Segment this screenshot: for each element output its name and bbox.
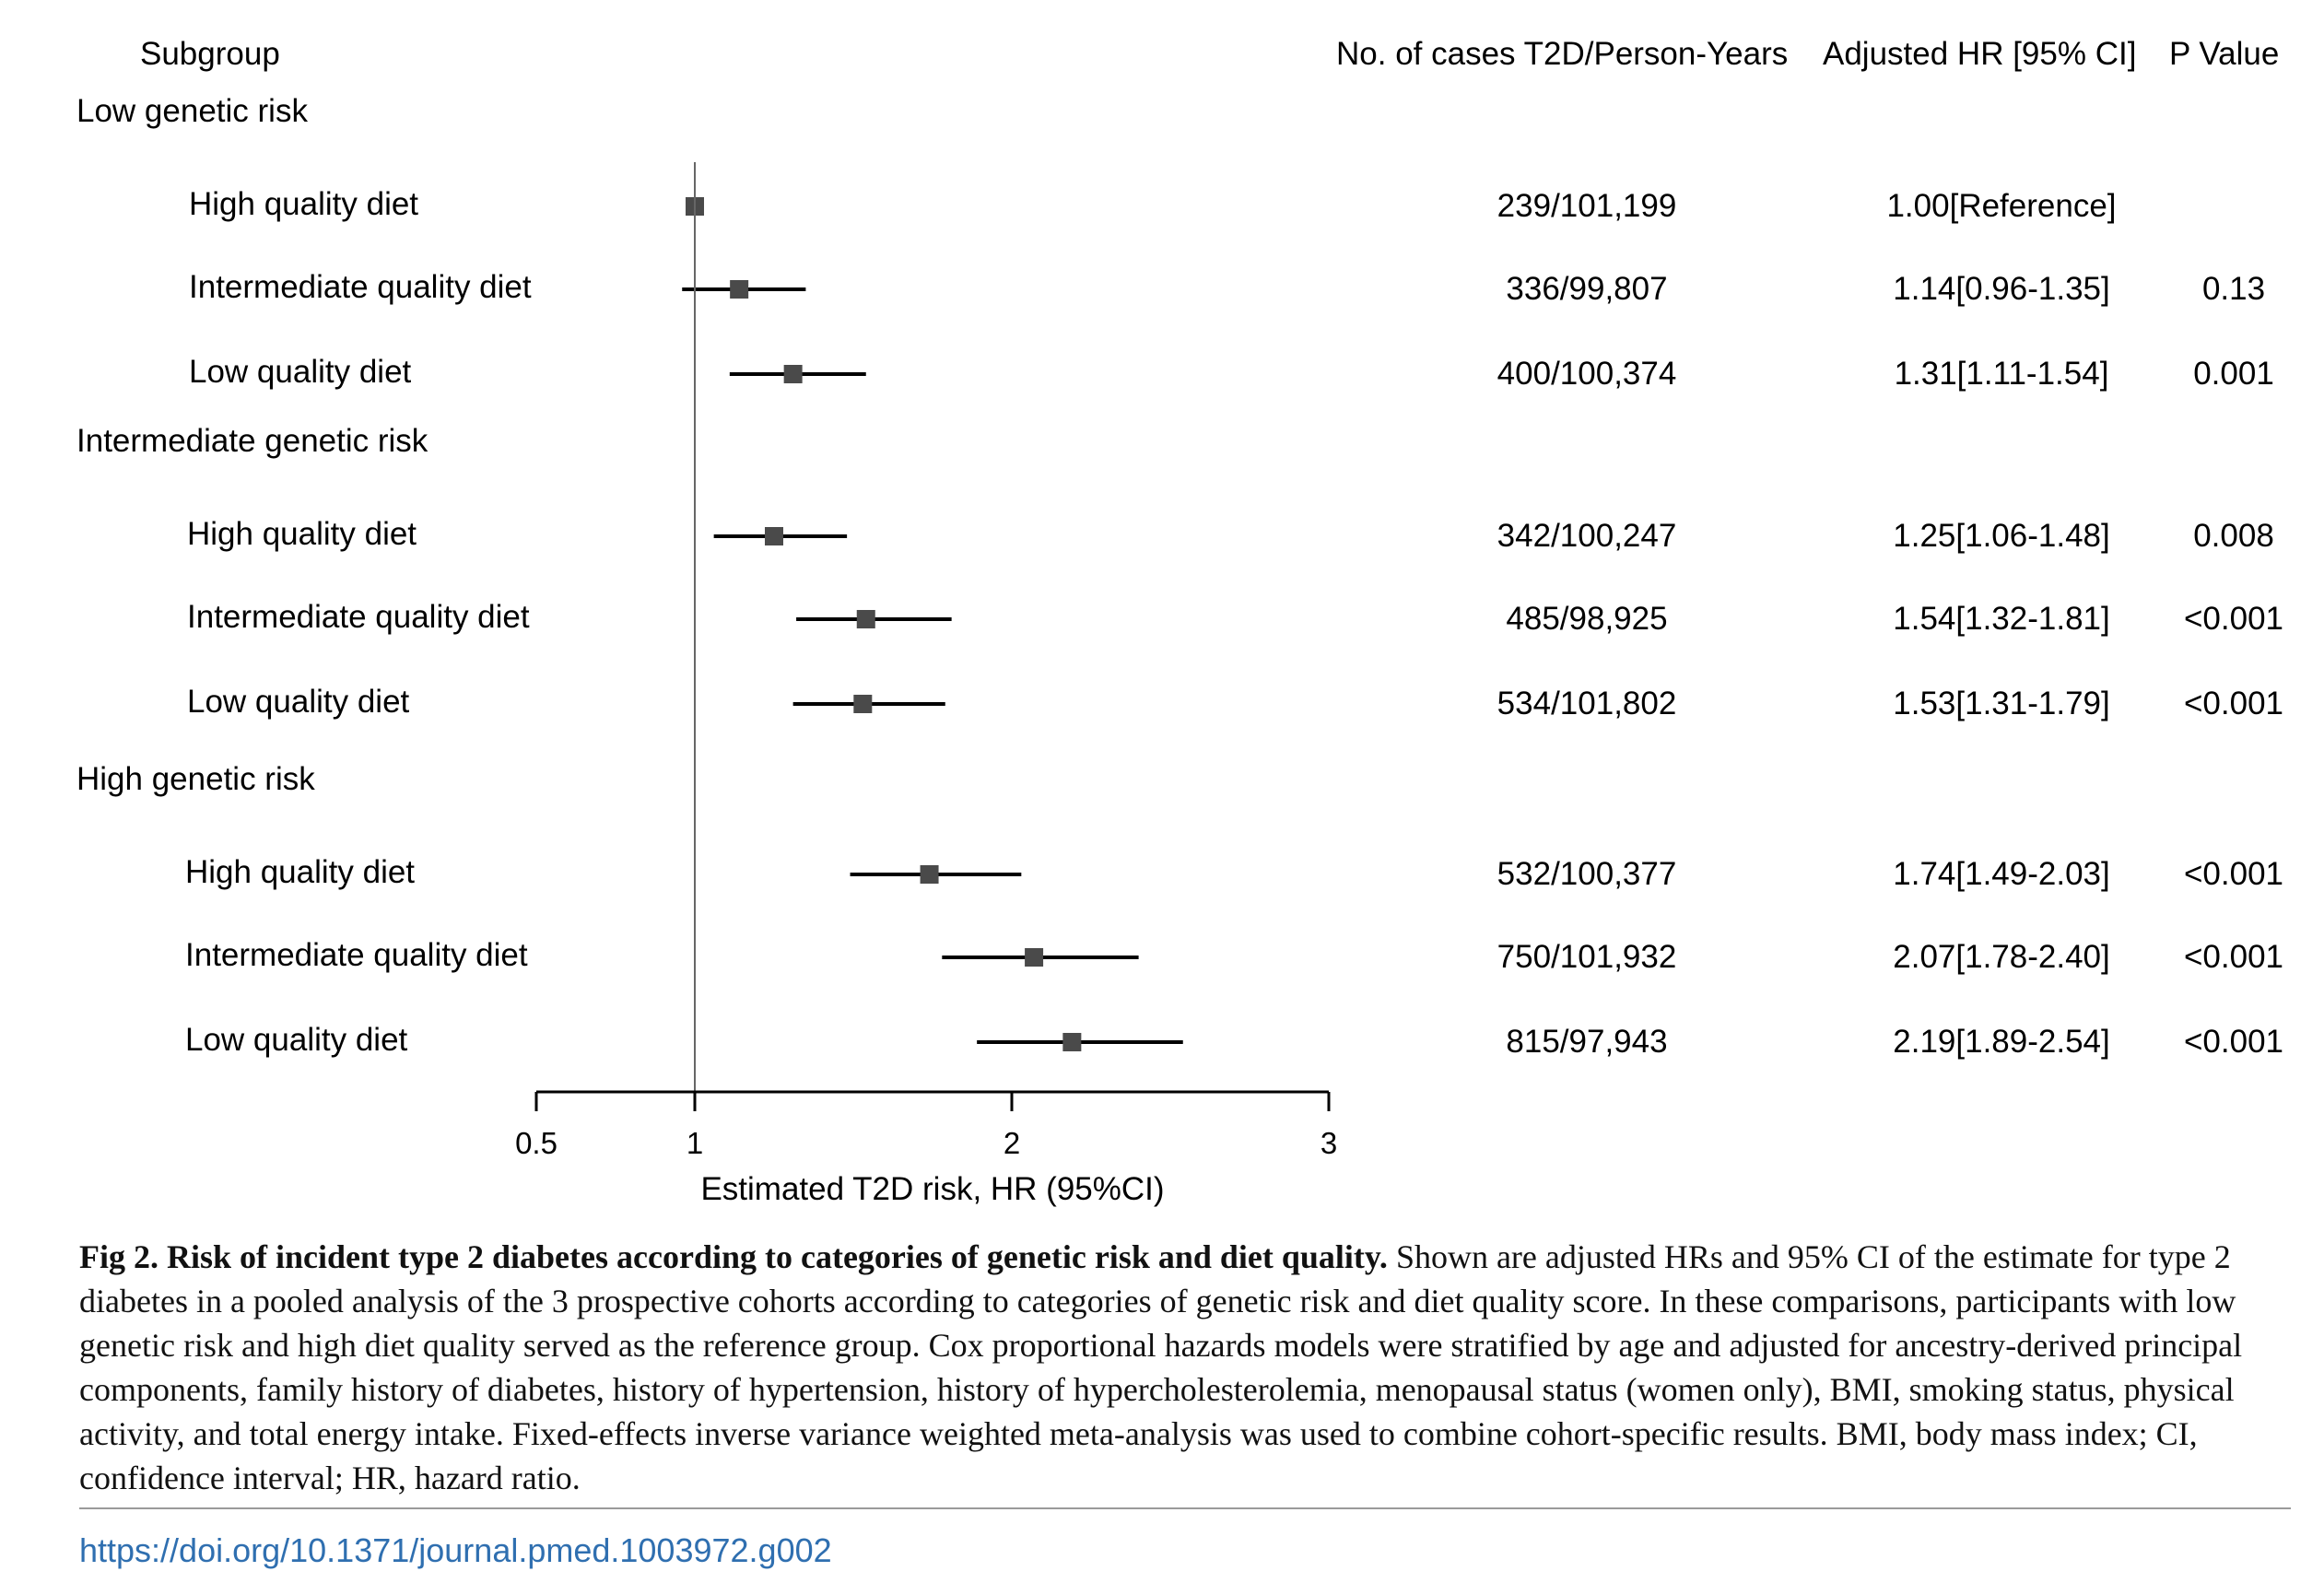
p-value-1-2: <0.001: [2184, 686, 2283, 721]
row-label-0-2: Low quality diet: [189, 354, 412, 390]
hr-ci-0-0: 1.00[Reference]: [1886, 188, 2116, 224]
hr-ci-0-2: 1.31[1.11-1.54]: [1895, 356, 2109, 392]
hr-ci-1-2: 1.53[1.31-1.79]: [1893, 686, 2109, 721]
cases-0-0: 239/101,199: [1497, 188, 1677, 224]
hr-ci-0-1: 1.14[0.96-1.35]: [1893, 271, 2109, 307]
hr-marker-1-1: [856, 610, 875, 628]
header-subgroup: Subgroup: [140, 36, 280, 72]
x-tick-label-2: 2: [1004, 1126, 1020, 1160]
p-value-0-2: 0.001: [2193, 356, 2274, 392]
hr-marker-1-0: [765, 527, 783, 545]
x-tick-label-0: 0.5: [515, 1126, 558, 1160]
hr-ci-2-2: 2.19[1.89-2.54]: [1893, 1024, 2109, 1060]
x-axis-label: Estimated T2D risk, HR (95%CI): [700, 1171, 1164, 1207]
x-tick-label-1: 1: [687, 1126, 703, 1160]
row-label-0-1: Intermediate quality diet: [189, 269, 532, 305]
caption-divider: [79, 1507, 2291, 1509]
row-label-1-0: High quality diet: [187, 516, 417, 552]
cases-1-0: 342/100,247: [1497, 518, 1677, 554]
row-label-1-1: Intermediate quality diet: [187, 599, 530, 635]
header-hr: Adjusted HR [95% CI]: [1823, 36, 2136, 72]
forest-rows: Low genetic risk High quality diet 239/101…: [76, 93, 2283, 1060]
row-label-0-0: High quality diet: [189, 186, 418, 222]
p-value-2-0: <0.001: [2184, 856, 2283, 892]
hr-marker-0-1: [730, 280, 749, 299]
hr-marker-0-2: [783, 365, 803, 383]
x-axis: 0.5 1 2 3: [515, 162, 1337, 1160]
hr-marker-2-0: [920, 865, 939, 884]
cases-1-2: 534/101,802: [1497, 686, 1677, 721]
figure-caption: Fig 2. Risk of incident type 2 diabetes …: [79, 1235, 2291, 1500]
cases-2-0: 532/100,377: [1497, 856, 1677, 892]
row-label-1-2: Low quality diet: [187, 684, 410, 720]
x-tick-label-3: 3: [1320, 1126, 1337, 1160]
cases-0-1: 336/99,807: [1506, 271, 1667, 307]
caption-lead: Fig 2. Risk of incident type 2 diabetes …: [79, 1238, 1388, 1275]
cases-1-1: 485/98,925: [1506, 601, 1667, 637]
hr-ci-1-1: 1.54[1.32-1.81]: [1893, 601, 2109, 637]
cases-0-2: 400/100,374: [1497, 356, 1677, 392]
header-p-value: P Value: [2169, 36, 2279, 72]
hr-marker-2-2: [1062, 1033, 1082, 1051]
row-label-2-2: Low quality diet: [185, 1022, 408, 1058]
header-cases: No. of cases T2D/Person-Years: [1336, 36, 1788, 72]
p-value-0-1: 0.13: [2202, 271, 2265, 307]
hr-marker-1-2: [853, 695, 873, 713]
hr-marker-2-1: [1025, 948, 1044, 967]
group-label-2: High genetic risk: [76, 761, 315, 797]
cases-2-1: 750/101,932: [1497, 939, 1677, 975]
p-value-1-0: 0.008: [2193, 518, 2274, 554]
row-label-2-1: Intermediate quality diet: [185, 937, 528, 973]
forest-plot: Subgroup No. of cases T2D/Person-Years A…: [76, 36, 2283, 1207]
caption-body: Shown are adjusted HRs and 95% CI of the…: [79, 1238, 2243, 1496]
cases-2-2: 815/97,943: [1506, 1024, 1667, 1060]
hr-ci-2-0: 1.74[1.49-2.03]: [1893, 856, 2109, 892]
group-label-0: Low genetic risk: [76, 93, 308, 129]
doi-link[interactable]: https://doi.org/10.1371/journal.pmed.100…: [79, 1531, 832, 1569]
hr-ci-2-1: 2.07[1.78-2.40]: [1893, 939, 2109, 975]
row-label-2-0: High quality diet: [185, 854, 415, 890]
p-value-2-1: <0.001: [2184, 939, 2283, 975]
p-value-1-1: <0.001: [2184, 601, 2283, 637]
p-value-2-2: <0.001: [2184, 1024, 2283, 1060]
hr-ci-1-0: 1.25[1.06-1.48]: [1893, 518, 2109, 554]
group-label-1: Intermediate genetic risk: [76, 423, 428, 459]
